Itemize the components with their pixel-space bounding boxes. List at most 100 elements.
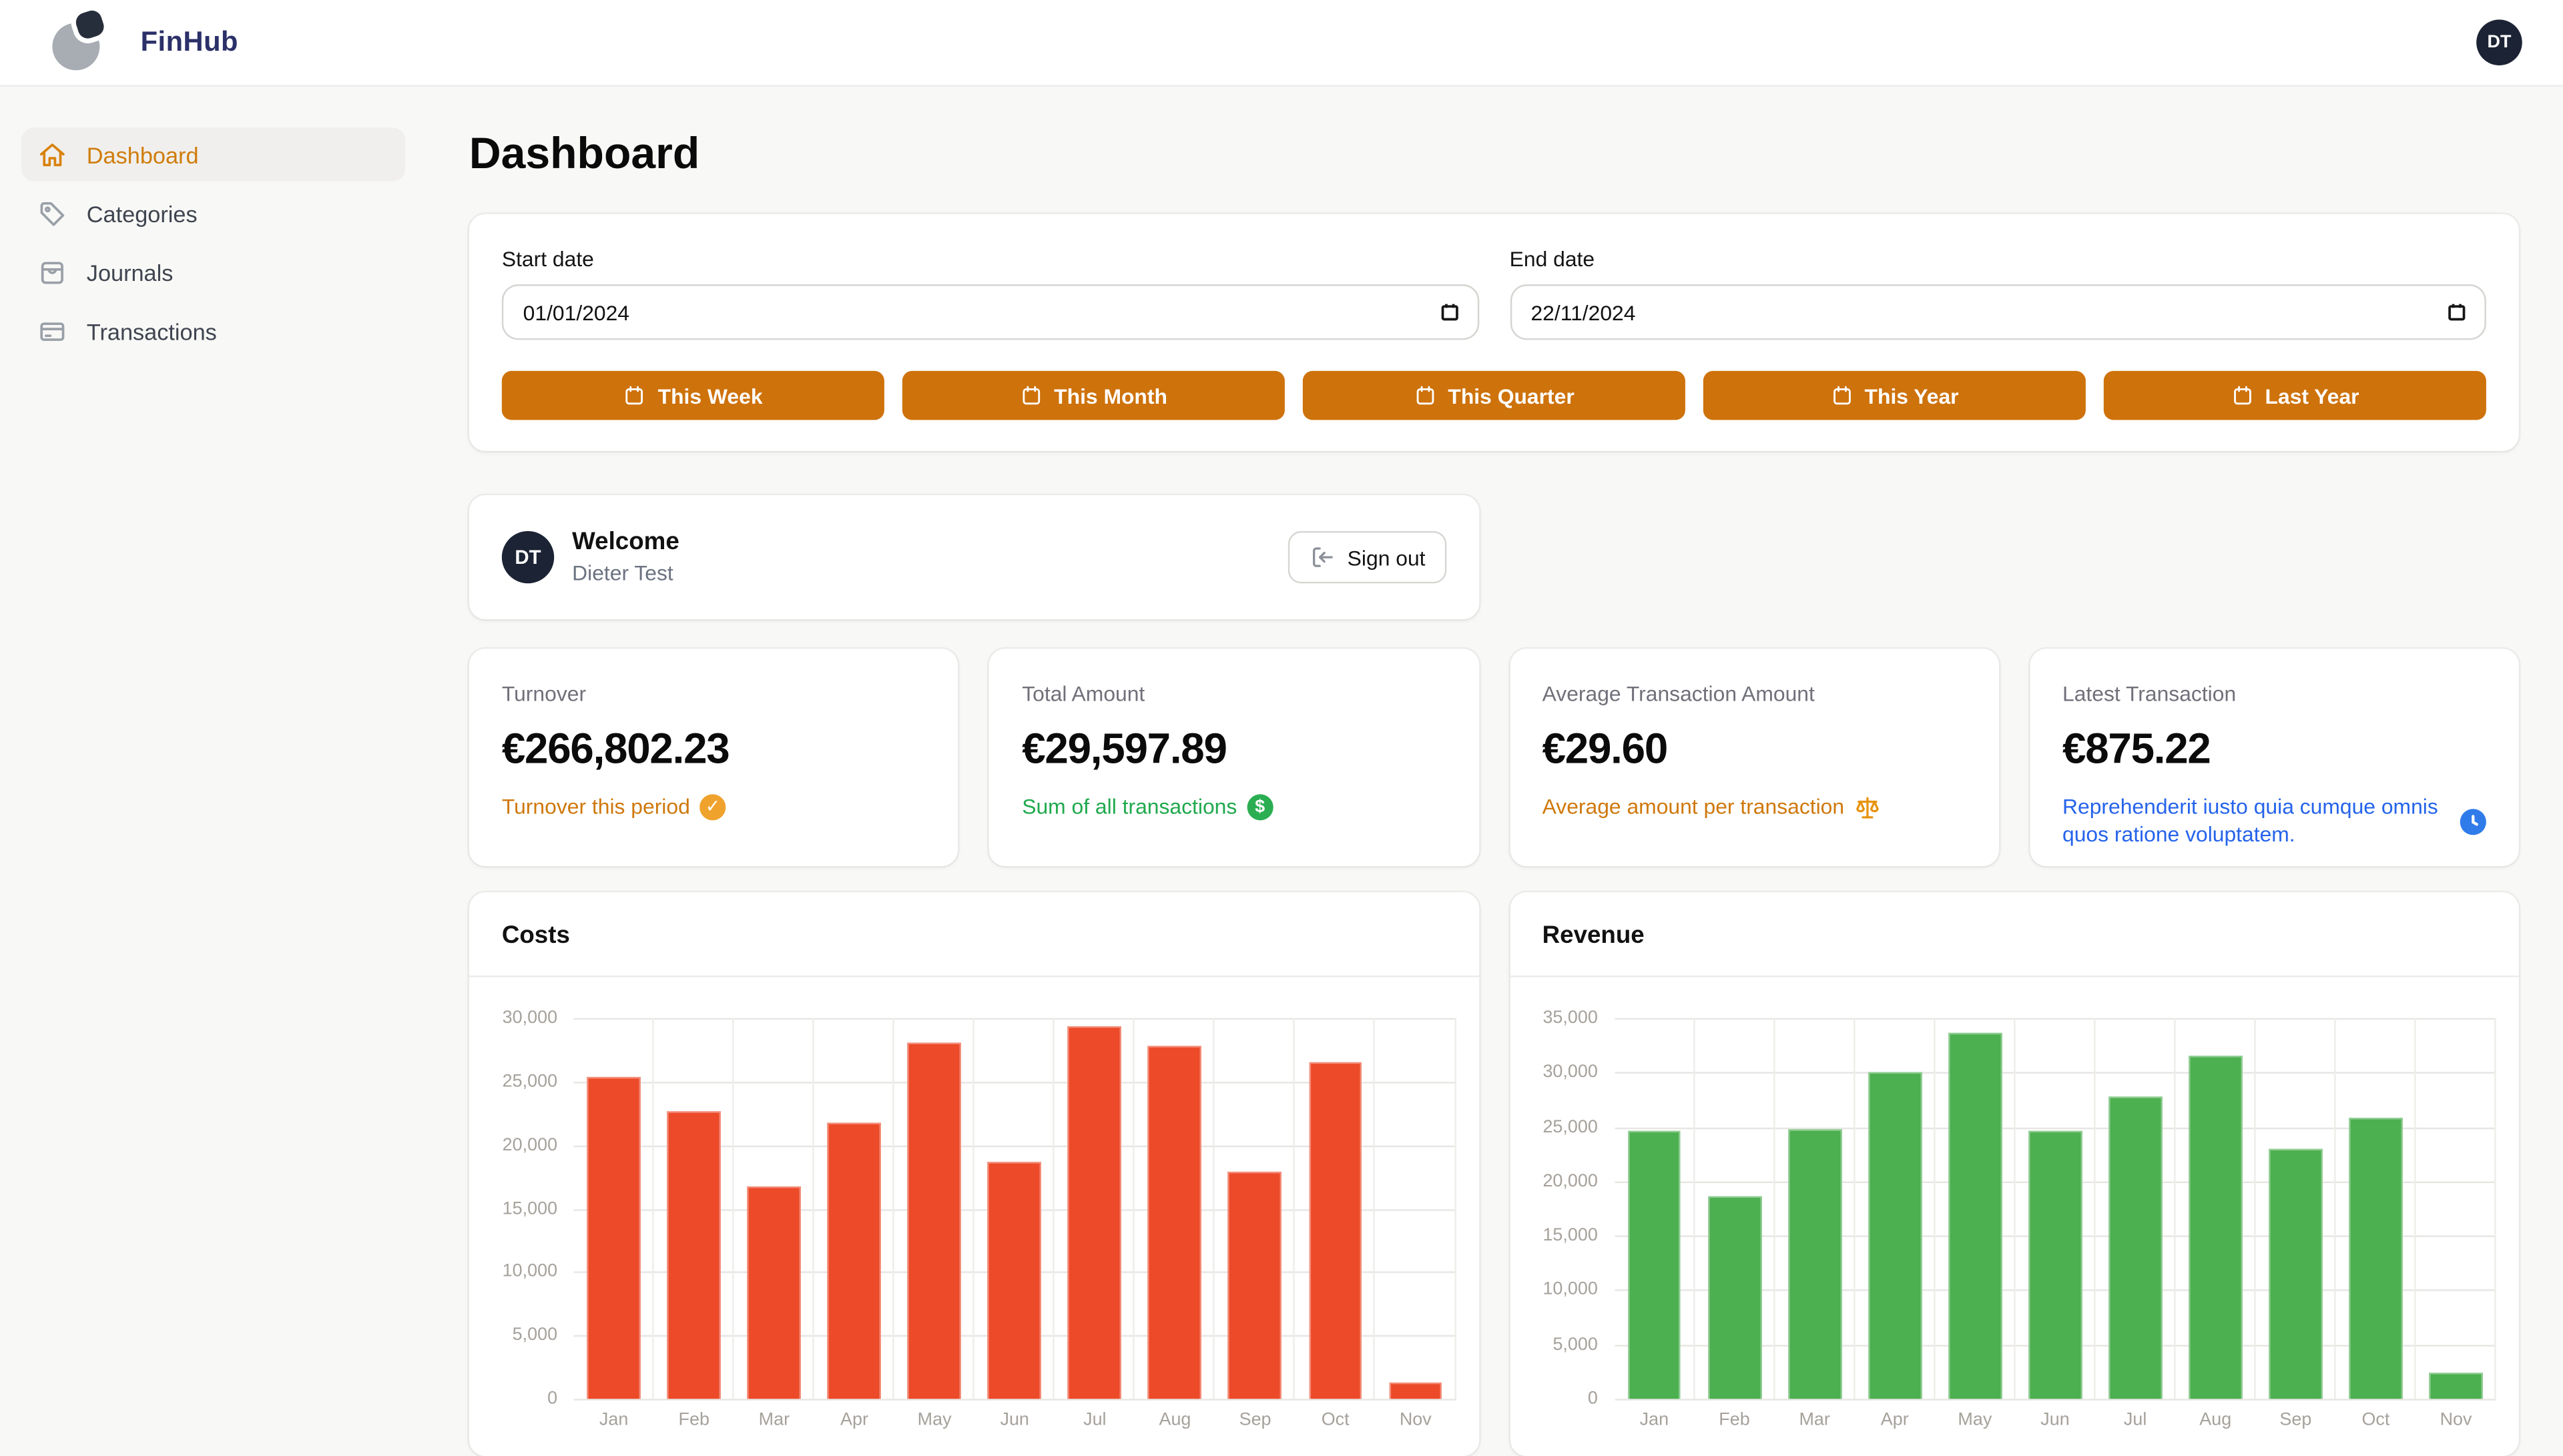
bar-slot <box>654 1018 734 1399</box>
start-date-input[interactable] <box>501 284 1479 340</box>
bar-slot <box>894 1018 974 1399</box>
gridline <box>2013 1018 2015 1399</box>
start-date-value[interactable] <box>519 298 1438 326</box>
costs-bar-apr[interactable] <box>827 1123 882 1399</box>
sidebar-item-categories[interactable]: Categories <box>21 186 406 240</box>
gridline <box>732 1018 734 1399</box>
gridline <box>1213 1018 1215 1399</box>
gridline <box>972 1018 975 1399</box>
revenue-bar-chart: 35,000 30,000 25,000 20,000 15,000 10,000 5,00… <box>1510 977 2519 1430</box>
x-tick-label: Sep <box>2279 1410 2312 1430</box>
bar-slot <box>814 1018 894 1399</box>
journal-icon <box>37 258 67 287</box>
costs-bar-mar[interactable] <box>747 1186 802 1399</box>
plot-area <box>573 1018 1456 1401</box>
bar-slot <box>2095 1018 2175 1399</box>
end-date-input[interactable] <box>1509 284 2486 340</box>
stat-card-latest-transaction: Latest Transaction €875.22 Reprehenderit i… <box>2030 649 2519 866</box>
revenue-bar-mar[interactable] <box>1787 1129 1841 1399</box>
stat-subtext: Sum of all transactions $ <box>1022 794 1446 821</box>
stat-label: Average Transaction Amount <box>1542 681 1815 706</box>
costs-bar-jul[interactable] <box>1068 1027 1122 1399</box>
gridline <box>2093 1018 2096 1399</box>
revenue-bar-may[interactable] <box>1948 1033 2002 1399</box>
costs-bar-nov[interactable] <box>1388 1382 1443 1399</box>
page-title: Dashboard <box>469 129 700 178</box>
range-button-this-week[interactable]: This Week <box>501 370 884 420</box>
gridline <box>2494 1018 2496 1399</box>
stat-subtext-label: Reprehenderit iusto quia cumque omnis qu… <box>2062 794 2438 846</box>
bar-slot <box>1055 1018 1135 1399</box>
revenue-bar-sep[interactable] <box>2269 1148 2323 1399</box>
user-avatar[interactable]: DT <box>2476 19 2522 65</box>
x-tick-label: Jul <box>1083 1410 1107 1430</box>
revenue-bar-feb[interactable] <box>1707 1196 1761 1399</box>
costs-bar-jun[interactable] <box>987 1161 1042 1399</box>
x-tick-label: Mar <box>758 1410 790 1430</box>
bar-slot <box>974 1018 1055 1399</box>
x-tick-label: Nov <box>2440 1410 2472 1430</box>
range-button-last-year[interactable]: Last Year <box>2103 370 2486 420</box>
scales-icon <box>1854 794 1882 822</box>
gridline <box>573 1018 1456 1020</box>
calendar-icon <box>1830 384 1853 407</box>
x-axis: Jan Feb Mar Apr May Jun Jul Aug Sep Oct Nov <box>1614 1410 2496 1429</box>
revenue-bar-apr[interactable] <box>1868 1071 1922 1399</box>
gridline <box>1374 1018 1376 1399</box>
sidebar-item-dashboard[interactable]: Dashboard <box>21 127 406 181</box>
costs-bar-sep[interactable] <box>1228 1171 1282 1399</box>
calendar-picker-icon[interactable] <box>2446 301 2468 324</box>
stat-subtext-label: Turnover this period <box>501 794 690 819</box>
costs-bar-feb[interactable] <box>667 1110 722 1399</box>
x-tick-label: Nov <box>1399 1410 1432 1430</box>
sidebar-item-journals[interactable]: Journals <box>21 245 406 299</box>
x-tick-label: Jan <box>1639 1410 1669 1430</box>
stat-value: €875.22 <box>2062 723 2211 773</box>
calendar-icon <box>2231 384 2253 407</box>
range-button-this-month[interactable]: This Month <box>902 370 1285 420</box>
gridline <box>1614 1399 2496 1401</box>
revenue-bar-aug[interactable] <box>2188 1056 2243 1399</box>
y-tick-label: 0 <box>1587 1389 1598 1409</box>
sign-out-button[interactable]: Sign out <box>1288 530 1447 584</box>
end-date-value[interactable] <box>1527 298 2446 326</box>
calendar-picker-icon[interactable] <box>1438 301 1460 324</box>
costs-bar-jan[interactable] <box>587 1076 641 1399</box>
range-button-this-quarter[interactable]: This Quarter <box>1302 370 1685 420</box>
bar-slot <box>1135 1018 1215 1399</box>
bar-slot <box>1855 1018 1935 1399</box>
gridline <box>1773 1018 1775 1399</box>
gridline <box>1133 1018 1135 1399</box>
bar-slot <box>734 1018 814 1399</box>
bar-slot <box>1296 1018 1376 1399</box>
bar-slot <box>2416 1018 2496 1399</box>
revenue-bar-oct[interactable] <box>2349 1118 2403 1399</box>
revenue-bar-jul[interactable] <box>2108 1096 2163 1399</box>
x-tick-label: Jun <box>2040 1410 2070 1430</box>
x-tick-label: Feb <box>1719 1410 1750 1430</box>
revenue-bar-jun[interactable] <box>2028 1131 2082 1399</box>
revenue-bar-jan[interactable] <box>1627 1131 1681 1399</box>
range-button-this-year[interactable]: This Year <box>1703 370 2086 420</box>
gridline <box>1853 1018 1855 1399</box>
revenue-bar-nov[interactable] <box>2429 1373 2483 1399</box>
stat-label: Total Amount <box>1022 681 1145 706</box>
tag-icon <box>37 199 67 228</box>
stat-label: Latest Transaction <box>2062 681 2237 706</box>
x-tick-label: Jun <box>1000 1410 1029 1430</box>
gridline <box>1614 1126 2496 1129</box>
x-tick-label: Sep <box>1239 1410 1271 1430</box>
bar-slot <box>1694 1018 1774 1399</box>
costs-bar-may[interactable] <box>907 1042 962 1399</box>
sidebar-item-transactions[interactable]: Transactions <box>21 304 406 358</box>
x-axis: Jan Feb Mar Apr May Jun Jul Aug Sep Oct Nov <box>574 1410 1456 1429</box>
x-tick-label: Feb <box>678 1410 709 1430</box>
stat-value: €29.60 <box>1542 723 1669 773</box>
costs-bar-oct[interactable] <box>1308 1062 1362 1399</box>
revenue-chart-card: Revenue 35,000 30,000 25,000 20,000 15,000 10,… <box>1509 892 2519 1456</box>
costs-bar-aug[interactable] <box>1148 1046 1202 1399</box>
y-tick-label: 10,000 <box>502 1262 558 1282</box>
range-button-label: This Month <box>1054 383 1167 408</box>
